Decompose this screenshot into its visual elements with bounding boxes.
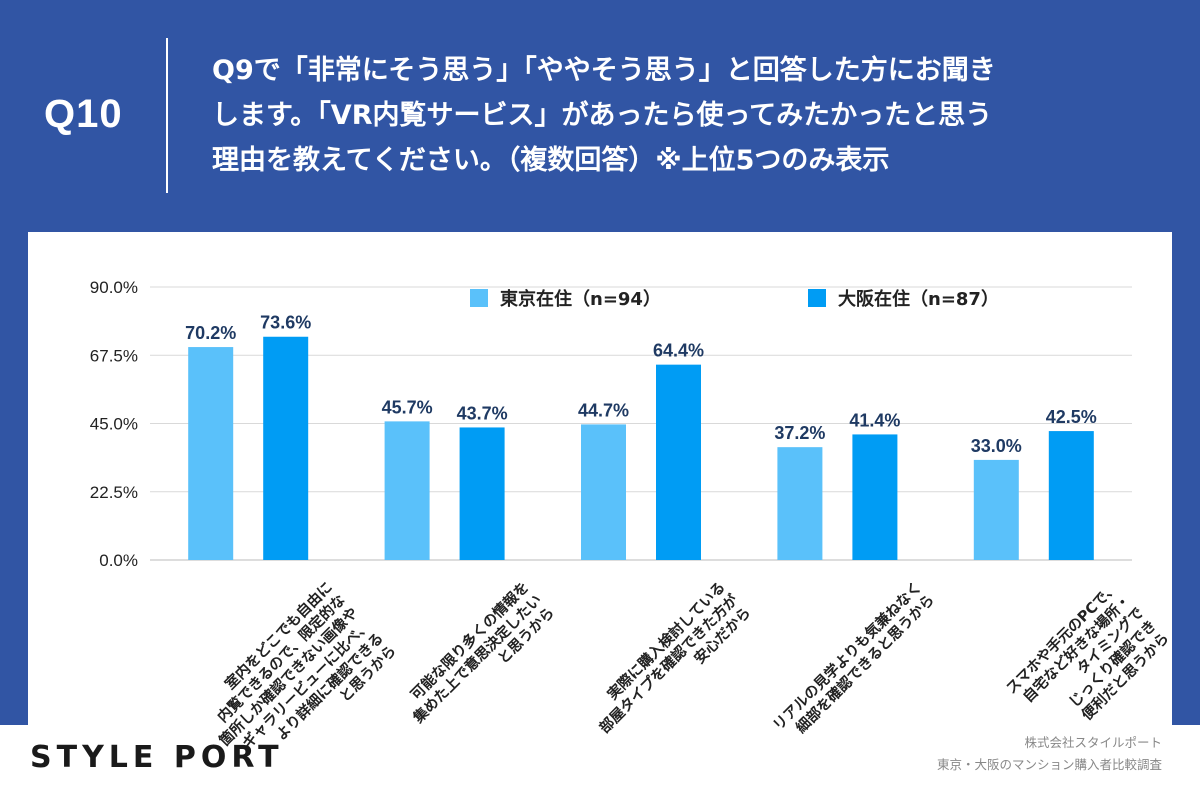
credit-line: 株式会社スタイルポート: [1024, 735, 1162, 750]
footer-band: [0, 725, 1200, 800]
data-label: 45.7%: [382, 397, 433, 417]
bar-osaka: [1048, 431, 1094, 560]
question-text: Q9で「非常にそう思う」「ややそう思う」と回答した方にお聞き します。「VR内覧…: [212, 48, 1152, 183]
category-label: スマホや手元のPCで、自宅など好きな場所・タイミングでじっくり確認でき便利だと思…: [1002, 578, 1172, 724]
style-port-logo: STYLE PORT: [30, 740, 284, 775]
data-label: 43.7%: [457, 403, 508, 423]
category-label-line: 集めた上で意思決定したい: [409, 591, 545, 727]
category-label-line: リアルの見学よりも気兼ねなく: [769, 578, 925, 734]
header-band: [0, 0, 1200, 232]
bar-tokyo: [777, 447, 823, 560]
question-line: 理由を教えてください。（複数回答）※上位5つのみ表示: [212, 145, 890, 176]
frame-left: [0, 232, 28, 800]
bar-tokyo: [973, 459, 1019, 560]
category-label-line: 細部を確認できると思うから: [792, 591, 938, 737]
data-label: 70.2%: [185, 323, 236, 343]
legend-label: 東京在住（n=94）: [500, 288, 661, 310]
question-line: します。「VR内覧サービス」があったら使ってみたかったと思う: [212, 100, 993, 131]
bar-tokyo: [581, 424, 626, 560]
category-label-line: 部屋タイプを確認できた方が: [595, 590, 741, 736]
y-tick-label: 22.5%: [90, 483, 138, 502]
bar-tokyo: [188, 347, 234, 560]
bar-tokyo: [384, 421, 430, 560]
credit-text: 株式会社スタイルポート 東京・大阪のマンション購入者比較調査: [937, 732, 1162, 776]
bar-osaka: [656, 364, 701, 560]
data-label: 42.5%: [1046, 407, 1097, 427]
legend-label: 大阪在住（n=87）: [838, 288, 999, 310]
bar-osaka: [852, 434, 898, 560]
legend-swatch: [808, 289, 826, 307]
data-label: 41.4%: [849, 410, 900, 430]
data-label: 73.6%: [260, 313, 311, 333]
question-number: Q10: [44, 92, 123, 136]
legend-swatch: [470, 289, 488, 307]
y-tick-label: 45.0%: [90, 415, 138, 434]
header-divider: [166, 38, 168, 193]
y-tick-label: 90.0%: [90, 278, 138, 297]
frame-right: [1172, 232, 1200, 800]
question-line: Q9で「非常にそう思う」「ややそう思う」と回答した方にお聞き: [212, 55, 996, 86]
data-label: 33.0%: [971, 436, 1022, 456]
bar-osaka: [263, 336, 309, 560]
data-label: 64.4%: [653, 341, 704, 361]
bar-osaka: [459, 427, 505, 560]
credit-line: 東京・大阪のマンション購入者比較調査: [936, 757, 1162, 772]
y-tick-label: 67.5%: [90, 346, 138, 365]
y-tick-label: 0.0%: [99, 551, 138, 570]
data-label: 37.2%: [774, 423, 825, 443]
data-label: 44.7%: [578, 400, 629, 420]
